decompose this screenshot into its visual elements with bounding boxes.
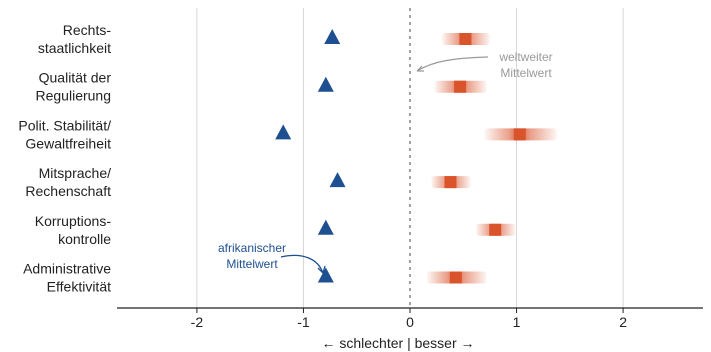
country-point-2 [513, 128, 526, 141]
x-tick-label-4: 2 [619, 314, 627, 330]
category-labels: Rechts-staatlichkeit Qualität der Regulier… [18, 22, 111, 295]
africa-point-1 [317, 76, 334, 92]
country-point-4 [489, 223, 502, 236]
global-mean-label-line-2: Mittelwert [500, 66, 552, 80]
category-label-2-1: Gewaltfreiheit [25, 135, 111, 151]
africa-mean-label-line-2: Mittelwert [226, 257, 278, 271]
africa-mean-annotation: afrikanischer Mittelwert [218, 241, 326, 274]
global-mean-arrowhead [416, 65, 424, 72]
category-label-5-0: Administrative [23, 261, 111, 277]
africa-point-3 [329, 172, 346, 188]
category-label-4-1: kontrolle [58, 231, 111, 247]
category-label-3-1: Rechenschaft [25, 183, 111, 199]
africa-mean-arrowhead [317, 265, 326, 274]
category-label-5-1: Effektivität [47, 279, 111, 295]
x-tick-label-1: -1 [297, 314, 310, 330]
africa-mean-arrow [280, 254, 324, 274]
x-tick-label-3: 1 [513, 314, 521, 330]
category-label-1-1: Regulierung [36, 88, 112, 104]
africa-point-2 [275, 124, 292, 140]
x-axis: -2 -1 0 1 2 ← schlechter | besser → [117, 307, 703, 351]
africa-point-0 [324, 29, 341, 44]
x-tick-label-0: -2 [191, 314, 204, 330]
country-point-3 [444, 176, 457, 189]
category-label-0-1: staatlichkeit [38, 40, 111, 56]
country-point-0 [459, 33, 472, 45]
africa-mean-label-line-1: afrikanischer [218, 241, 286, 255]
x-axis-label: ← schlechter | besser → [321, 335, 474, 351]
country-point-1 [454, 80, 467, 93]
grid-lines [196, 8, 624, 308]
category-label-2-0: Polit. Stabilität/ [18, 117, 111, 133]
confidence-intervals [427, 33, 558, 284]
africa-point-4 [317, 219, 334, 235]
data-points [275, 29, 526, 284]
global-mean-arrow [416, 56, 489, 72]
global-mean-annotation: weltweiter Mittelwert [416, 50, 553, 80]
category-label-4-0: Korruptions- [35, 213, 112, 229]
category-label-0-0: Rechts- [63, 22, 112, 38]
category-label-3-0: Mitsprache/ [39, 165, 111, 181]
country-point-5 [449, 271, 462, 284]
x-tick-label-2: 0 [406, 314, 414, 330]
category-label-1-0: Qualität der [39, 70, 112, 86]
global-mean-label-line-1: weltweiter [498, 50, 552, 64]
africa-point-5 [317, 267, 334, 283]
